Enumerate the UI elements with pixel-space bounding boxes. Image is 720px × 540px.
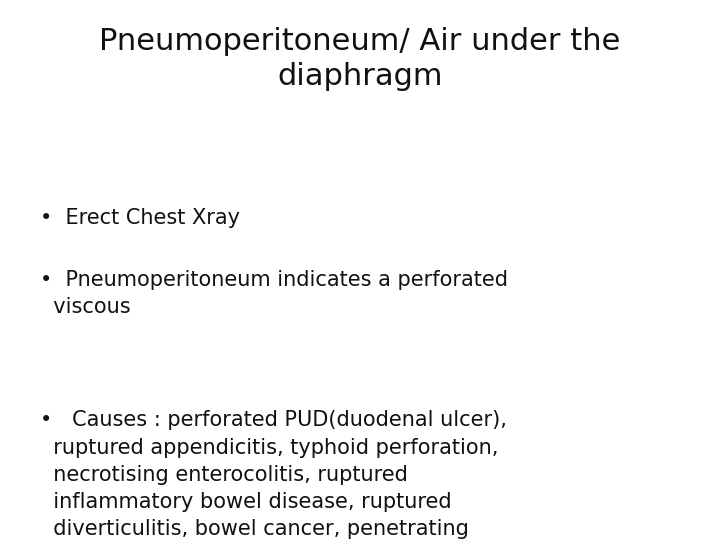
- Text: Pneumoperitoneum/ Air under the
diaphragm: Pneumoperitoneum/ Air under the diaphrag…: [99, 27, 621, 91]
- Text: •  Erect Chest Xray: • Erect Chest Xray: [40, 208, 240, 228]
- Text: •   Causes : perforated PUD(duodenal ulcer),
  ruptured appendicitis, typhoid pe: • Causes : perforated PUD(duodenal ulcer…: [40, 410, 506, 540]
- Text: •  Pneumoperitoneum indicates a perforated
  viscous: • Pneumoperitoneum indicates a perforate…: [40, 270, 508, 317]
